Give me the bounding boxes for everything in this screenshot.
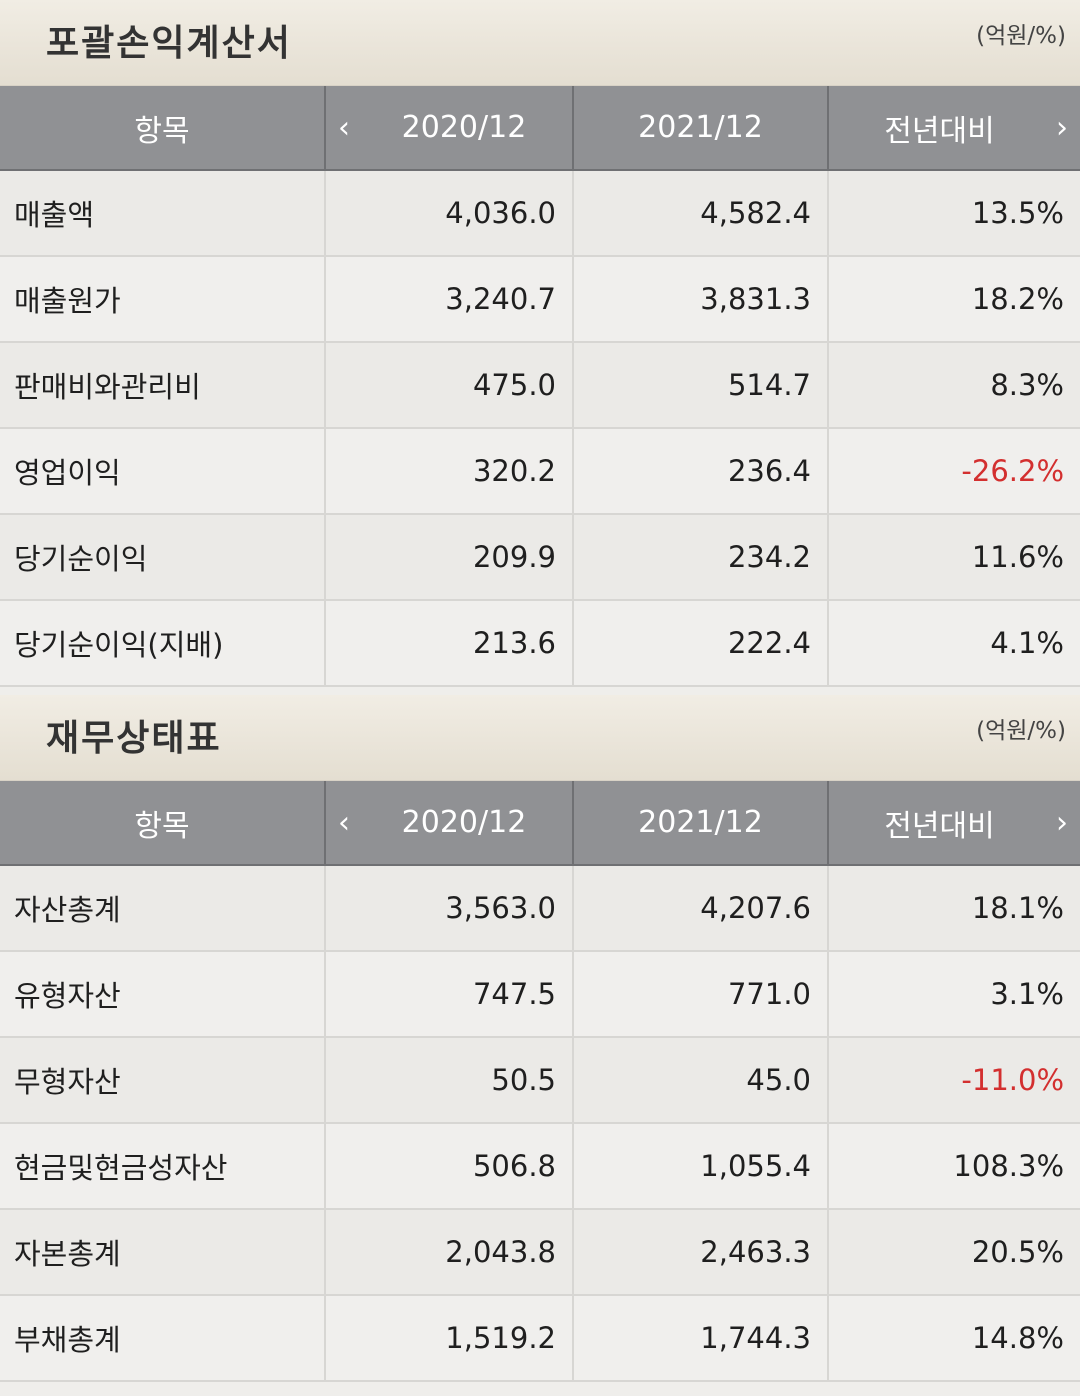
header-yoy: 전년대비 ›	[827, 781, 1080, 866]
table-row: 영업이익 320.2 236.4 -26.2%	[0, 428, 1080, 515]
income-table: 항목 ‹ 2020/12 2021/12 전년대비 › 매출액 4,036.0 4,…	[0, 86, 1080, 687]
value-2021: 1,055.4	[572, 1123, 828, 1210]
row-item-label: 무형자산	[0, 1037, 325, 1124]
value-2020: 475.0	[324, 342, 573, 429]
value-2020: 50.5	[324, 1037, 573, 1124]
header-2020-label: 2020/12	[401, 805, 527, 840]
section-header: 포괄손익계산서 (억원/%)	[0, 0, 1080, 86]
balance-table: 항목 ‹ 2020/12 2021/12 전년대비 › 자산총계 3,563.0 4…	[0, 781, 1080, 1382]
value-yoy: 18.1%	[827, 865, 1080, 952]
value-2020: 747.5	[324, 951, 573, 1038]
header-period-2021: 2021/12	[572, 86, 828, 171]
table-row: 유형자산 747.5 771.0 3.1%	[0, 951, 1080, 1038]
row-item-label: 현금및현금성자산	[0, 1123, 325, 1210]
value-2020: 4,036.0	[324, 170, 573, 257]
value-2020: 2,043.8	[324, 1209, 573, 1296]
header-item-label: 항목	[134, 808, 190, 844]
value-2021: 4,207.6	[572, 865, 828, 952]
row-item-label: 부채총계	[0, 1295, 325, 1382]
value-yoy: -26.2%	[827, 428, 1080, 515]
table-row: 매출액 4,036.0 4,582.4 13.5%	[0, 170, 1080, 257]
table-row: 자본총계 2,043.8 2,463.3 20.5%	[0, 1209, 1080, 1296]
header-2021-label: 2021/12	[638, 110, 763, 145]
header-item-label: 항목	[134, 113, 190, 149]
chevron-right-icon[interactable]: ›	[1056, 805, 1068, 840]
value-2020: 320.2	[324, 428, 573, 515]
row-item-label: 매출원가	[0, 256, 325, 343]
row-item-label: 당기순이익	[0, 514, 325, 601]
header-2020-label: 2020/12	[401, 110, 527, 145]
value-2021: 236.4	[572, 428, 828, 515]
table-row: 당기순이익 209.9 234.2 11.6%	[0, 514, 1080, 601]
header-2021-label: 2021/12	[638, 805, 763, 840]
value-2020: 213.6	[324, 600, 573, 687]
section-title: 재무상태표	[46, 718, 222, 759]
row-item-label: 유형자산	[0, 951, 325, 1038]
header-period-2020: ‹ 2020/12	[324, 86, 573, 171]
income-statement-section: 포괄손익계산서 (억원/%) 항목 ‹ 2020/12 2021/12 전년대비…	[0, 0, 1080, 687]
header-period-2021: 2021/12	[572, 781, 828, 866]
header-period-2020: ‹ 2020/12	[324, 781, 573, 866]
table-row: 판매비와관리비 475.0 514.7 8.3%	[0, 342, 1080, 429]
balance-sheet-section: 재무상태표 (억원/%) 항목 ‹ 2020/12 2021/12 전년대비 ›…	[0, 695, 1080, 1382]
value-2020: 506.8	[324, 1123, 573, 1210]
table-row: 자산총계 3,563.0 4,207.6 18.1%	[0, 865, 1080, 952]
value-yoy: -11.0%	[827, 1037, 1080, 1124]
value-2020: 1,519.2	[324, 1295, 573, 1382]
header-yoy-label: 전년대비	[884, 113, 995, 149]
unit-label: (억원/%)	[976, 23, 1066, 49]
header-yoy: 전년대비 ›	[827, 86, 1080, 171]
value-2020: 209.9	[324, 514, 573, 601]
table-header-row: 항목 ‹ 2020/12 2021/12 전년대비 ›	[0, 781, 1080, 866]
table-row: 현금및현금성자산 506.8 1,055.4 108.3%	[0, 1123, 1080, 1210]
chevron-left-icon[interactable]: ‹	[338, 805, 350, 840]
value-2021: 514.7	[572, 342, 828, 429]
table-header-row: 항목 ‹ 2020/12 2021/12 전년대비 ›	[0, 86, 1080, 171]
value-yoy: 3.1%	[827, 951, 1080, 1038]
value-2021: 222.4	[572, 600, 828, 687]
row-item-label: 판매비와관리비	[0, 342, 325, 429]
section-title: 포괄손익계산서	[46, 23, 292, 64]
value-yoy: 20.5%	[827, 1209, 1080, 1296]
section-header: 재무상태표 (억원/%)	[0, 695, 1080, 781]
value-2021: 2,463.3	[572, 1209, 828, 1296]
value-2021: 3,831.3	[572, 256, 828, 343]
value-2021: 1,744.3	[572, 1295, 828, 1382]
header-item: 항목	[0, 86, 325, 171]
value-2020: 3,563.0	[324, 865, 573, 952]
row-item-label: 매출액	[0, 170, 325, 257]
value-yoy: 14.8%	[827, 1295, 1080, 1382]
row-item-label: 당기순이익(지배)	[0, 600, 325, 687]
value-2021: 4,582.4	[572, 170, 828, 257]
value-yoy: 13.5%	[827, 170, 1080, 257]
table-row: 부채총계 1,519.2 1,744.3 14.8%	[0, 1295, 1080, 1382]
row-item-label: 자산총계	[0, 865, 325, 952]
value-yoy: 4.1%	[827, 600, 1080, 687]
chevron-left-icon[interactable]: ‹	[338, 110, 350, 145]
value-yoy: 8.3%	[827, 342, 1080, 429]
value-2021: 234.2	[572, 514, 828, 601]
chevron-right-icon[interactable]: ›	[1056, 110, 1068, 145]
header-yoy-label: 전년대비	[884, 808, 995, 844]
value-yoy: 18.2%	[827, 256, 1080, 343]
unit-label: (억원/%)	[976, 718, 1066, 744]
value-2021: 45.0	[572, 1037, 828, 1124]
value-2021: 771.0	[572, 951, 828, 1038]
header-item: 항목	[0, 781, 325, 866]
row-item-label: 자본총계	[0, 1209, 325, 1296]
table-row: 매출원가 3,240.7 3,831.3 18.2%	[0, 256, 1080, 343]
value-2020: 3,240.7	[324, 256, 573, 343]
row-item-label: 영업이익	[0, 428, 325, 515]
table-row: 무형자산 50.5 45.0 -11.0%	[0, 1037, 1080, 1124]
table-row: 당기순이익(지배) 213.6 222.4 4.1%	[0, 600, 1080, 687]
value-yoy: 11.6%	[827, 514, 1080, 601]
value-yoy: 108.3%	[827, 1123, 1080, 1210]
